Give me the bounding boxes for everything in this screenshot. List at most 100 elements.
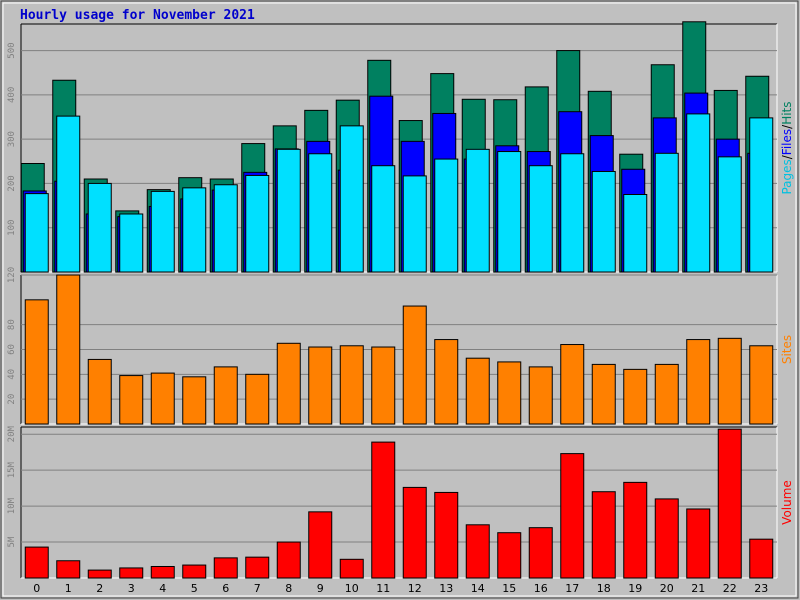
bar-sites: [654, 363, 679, 425]
bar-pages: [560, 153, 585, 273]
bar-sites: [560, 344, 585, 425]
y-tick-label: 400: [7, 87, 17, 103]
x-tick-label: 21: [691, 582, 705, 595]
bar-volume: [686, 508, 711, 579]
bar-pages: [686, 113, 711, 273]
bar-pages: [245, 174, 270, 273]
y-tick-label: 10M: [7, 497, 17, 514]
x-tick-label: 1: [65, 582, 72, 595]
bar-pages: [339, 125, 364, 273]
bar-sites: [528, 366, 553, 425]
bar-pages: [717, 156, 742, 273]
x-tick-label: 6: [222, 582, 229, 595]
y-tick-label: 60: [7, 344, 17, 355]
side-label-part: /: [780, 154, 794, 159]
bar-sites: [308, 346, 333, 425]
y-tick-label: 100: [7, 220, 17, 236]
bar-volume: [119, 567, 144, 579]
side-label-part: /: [780, 124, 794, 129]
y-tick-label: 15M: [7, 461, 17, 478]
side-label-part: Hits: [780, 101, 794, 124]
bar-sites: [717, 337, 742, 425]
bar-pages: [371, 165, 396, 273]
bar-sites: [465, 357, 490, 425]
y-tick-label: 300: [7, 131, 17, 147]
bar-pages: [182, 187, 207, 273]
y-tick-label: 120: [7, 267, 17, 283]
side-label-pfh: Pages/Files/Hits: [780, 101, 794, 194]
bar-sites: [24, 299, 49, 425]
bar-pages: [119, 213, 144, 273]
x-tick-label: 18: [597, 582, 611, 595]
bar-sites: [623, 368, 648, 425]
x-tick-label: 8: [285, 582, 292, 595]
chart-title: Hourly usage for November 2021: [20, 8, 255, 23]
bar-volume: [87, 569, 112, 579]
y-tick-label: 20: [7, 394, 17, 405]
bar-pages: [749, 117, 774, 273]
bar-volume: [654, 498, 679, 579]
bar-volume: [371, 441, 396, 579]
x-tick-label: 13: [439, 582, 453, 595]
bar-pages: [654, 152, 679, 273]
bar-pages: [308, 153, 333, 273]
bar-pages: [591, 170, 616, 273]
y-tick-label: 200: [7, 175, 17, 191]
bar-pages: [87, 182, 112, 273]
y-tick-label: 40: [7, 369, 17, 380]
chart-panels: 100200300400500Pages/Files/Hits204060801…: [7, 21, 794, 595]
bar-sites: [339, 345, 364, 425]
bar-volume: [623, 481, 648, 579]
bar-sites: [150, 372, 175, 425]
bar-sites: [87, 358, 112, 425]
bar-volume: [465, 524, 490, 579]
bar-pages: [528, 165, 553, 273]
side-label-part: Sites: [780, 335, 794, 364]
bar-pages: [276, 148, 301, 273]
x-tick-label: 10: [345, 582, 359, 595]
x-tick-label: 14: [471, 582, 485, 595]
y-tick-label: 20M: [7, 425, 17, 442]
bar-sites: [371, 346, 396, 425]
bar-volume: [276, 541, 301, 579]
y-tick-label: 500: [7, 42, 17, 58]
x-tick-label: 2: [96, 582, 103, 595]
bar-volume: [434, 491, 459, 579]
bar-volume: [182, 564, 207, 579]
bar-pages: [24, 193, 49, 273]
bar-sites: [402, 305, 427, 425]
bar-pages: [434, 158, 459, 273]
bar-pages: [465, 148, 490, 273]
bar-sites: [56, 274, 81, 425]
x-tick-label: 17: [565, 582, 579, 595]
bar-volume: [24, 546, 49, 579]
bar-volume: [339, 558, 364, 579]
panel-sites: 20 40 60 80 120 Sites: [7, 267, 794, 425]
side-label-part: Pages: [780, 159, 794, 194]
bar-sites: [434, 339, 459, 425]
bar-volume: [402, 486, 427, 579]
x-tick-label: 5: [191, 582, 198, 595]
panel-volume: 5M 10M 15M 20M Volume: [7, 425, 794, 579]
bar-volume: [749, 538, 774, 579]
bar-volume: [56, 560, 81, 579]
x-tick-label: 16: [534, 582, 548, 595]
side-label-part: Volume: [780, 480, 794, 525]
bar-volume: [245, 556, 270, 579]
x-tick-label: 23: [754, 582, 768, 595]
side-label-part: Files: [780, 129, 794, 155]
x-tick-label: 20: [660, 582, 674, 595]
bar-volume: [528, 527, 553, 579]
bar-volume: [560, 453, 585, 579]
x-tick-label: 11: [376, 582, 390, 595]
bar-pages: [402, 175, 427, 273]
x-tick-label: 15: [502, 582, 516, 595]
bar-sites: [276, 342, 301, 425]
bar-volume: [591, 491, 616, 579]
bar-volume: [150, 565, 175, 579]
y-tick-label: 80: [7, 319, 17, 330]
x-tick-label: 9: [317, 582, 324, 595]
bar-volume: [213, 557, 238, 579]
